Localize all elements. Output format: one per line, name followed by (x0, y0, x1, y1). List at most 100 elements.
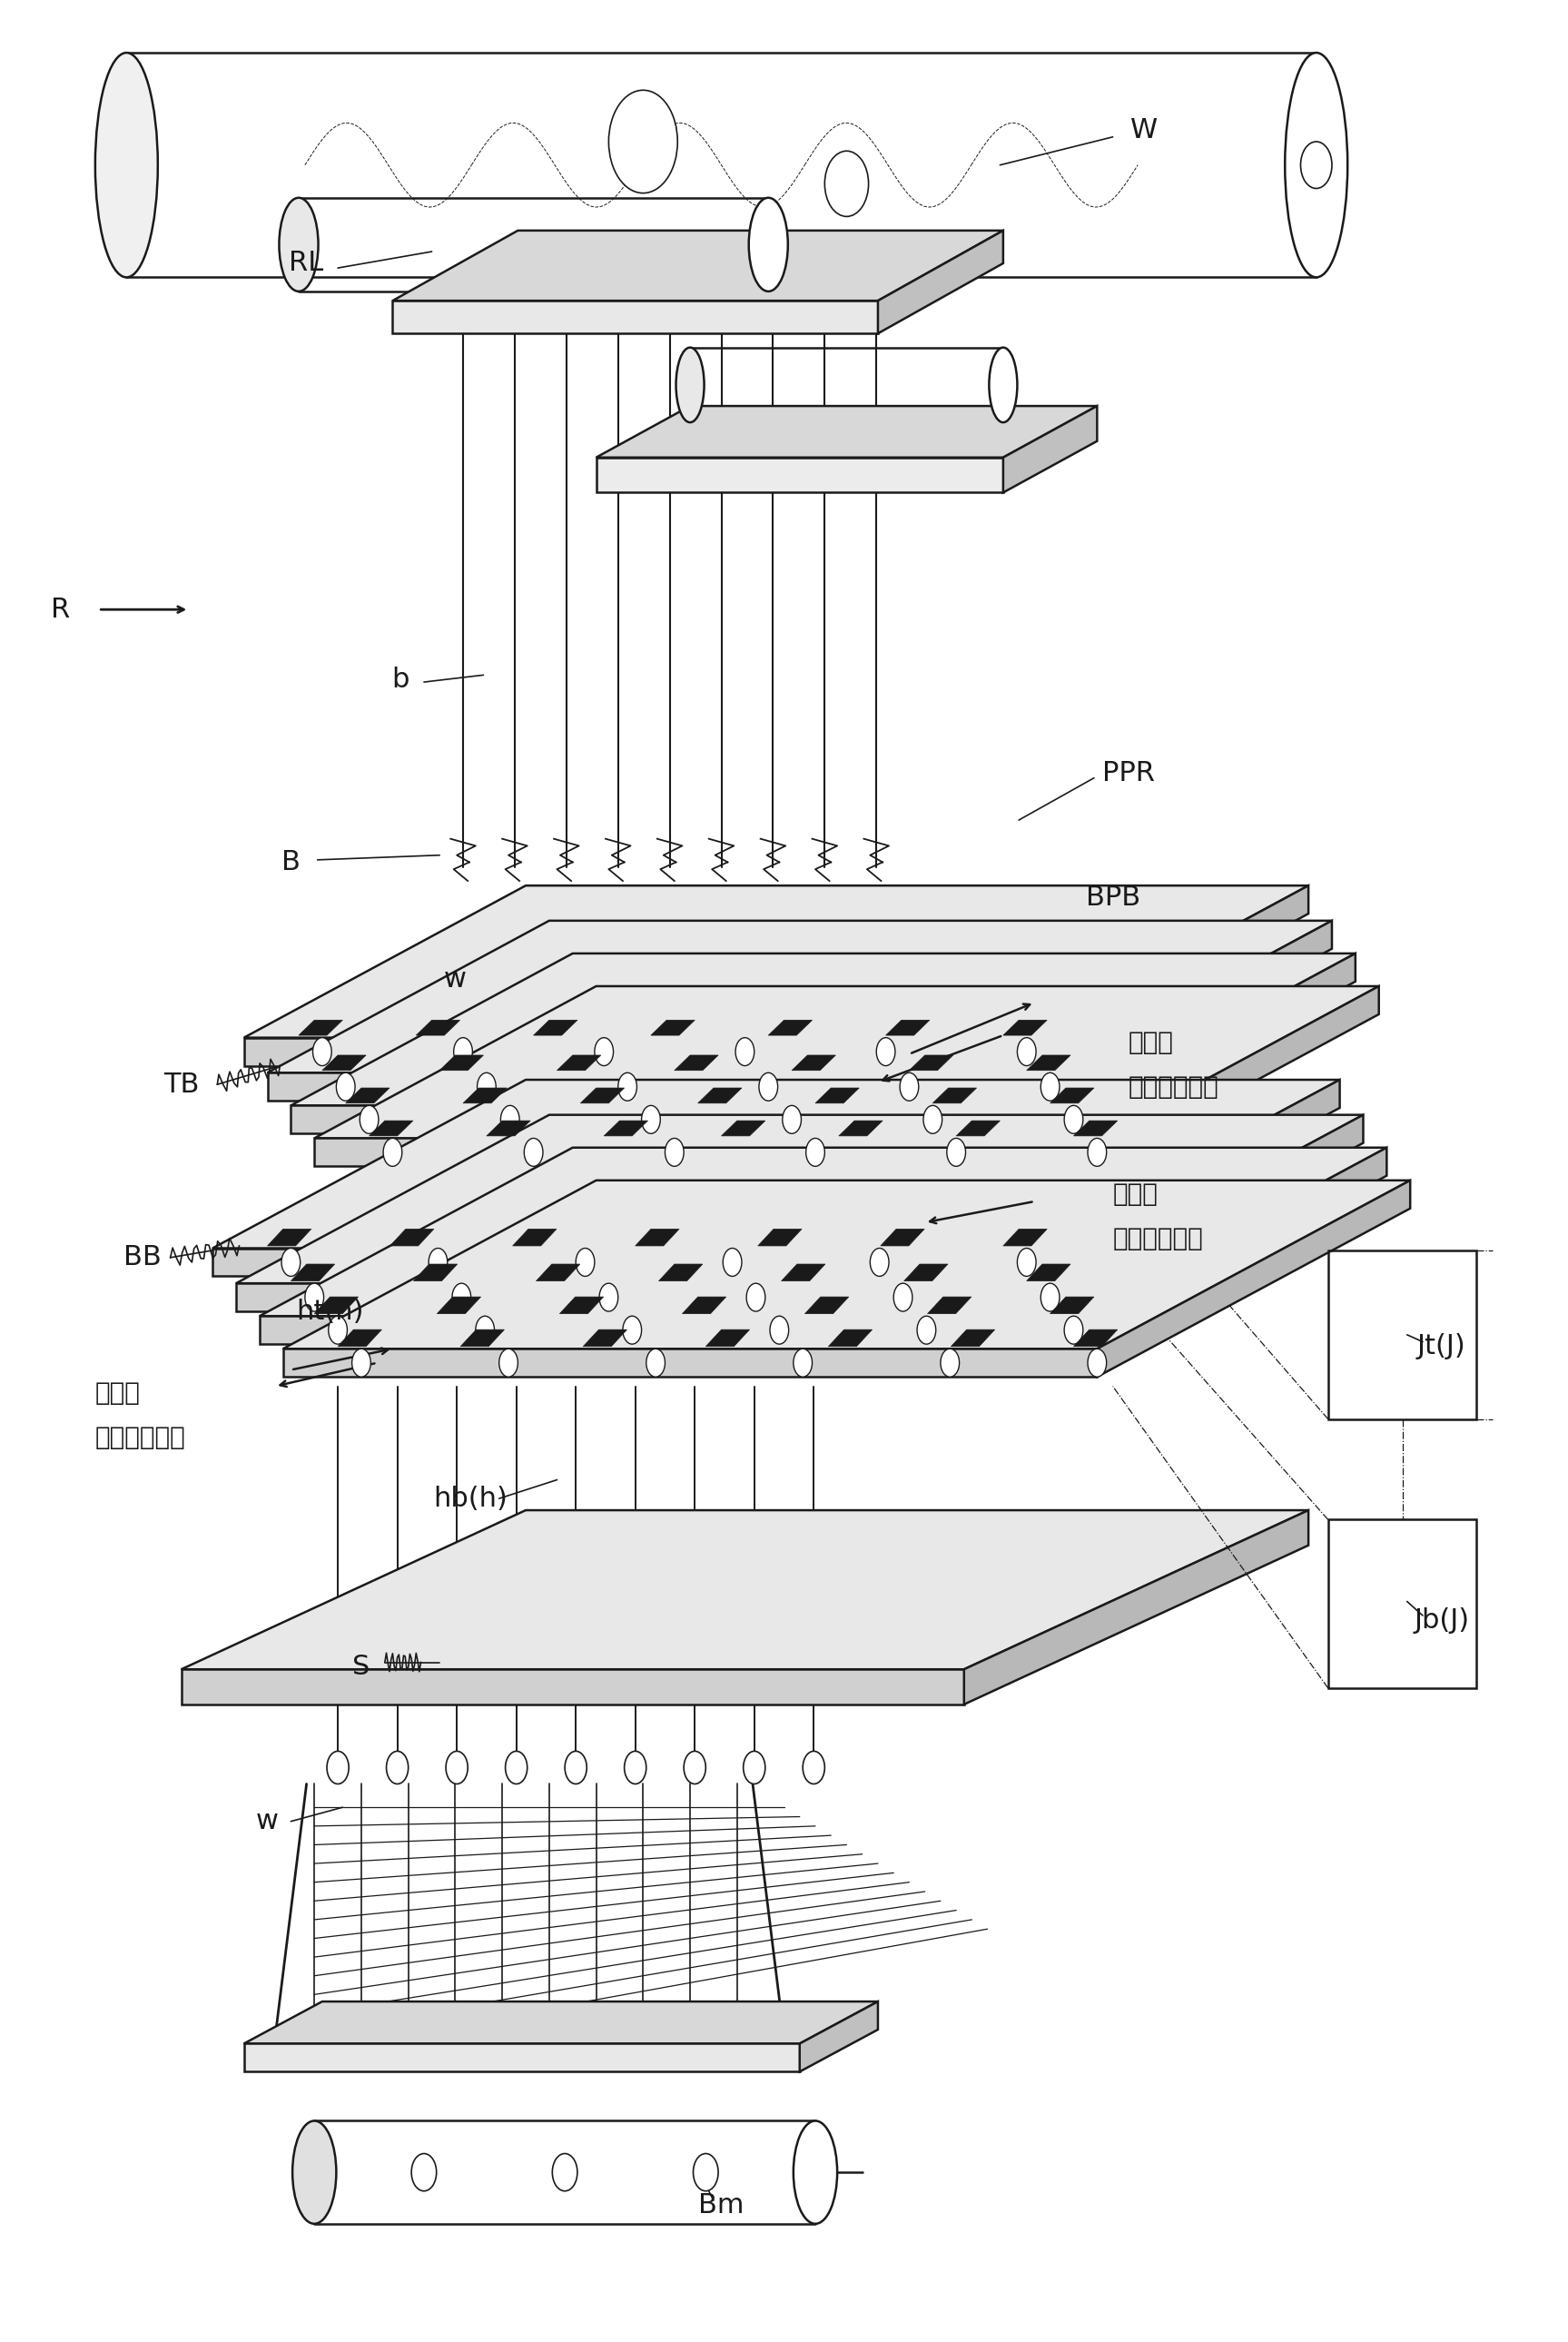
Polygon shape (583, 1330, 627, 1347)
Ellipse shape (293, 2122, 336, 2225)
Circle shape (665, 1138, 684, 1166)
Circle shape (594, 1038, 613, 1066)
Circle shape (877, 1038, 895, 1066)
Polygon shape (292, 953, 1355, 1105)
Polygon shape (828, 1330, 872, 1347)
Polygon shape (392, 300, 878, 333)
Circle shape (452, 1283, 470, 1312)
Circle shape (1041, 1283, 1060, 1312)
Polygon shape (1027, 1265, 1071, 1281)
Circle shape (870, 1248, 889, 1276)
Polygon shape (416, 1021, 459, 1035)
Polygon shape (245, 2002, 878, 2045)
Circle shape (552, 2155, 577, 2192)
Ellipse shape (989, 347, 1018, 422)
Circle shape (900, 1073, 919, 1101)
Polygon shape (1074, 953, 1355, 1134)
Circle shape (383, 1138, 401, 1166)
Circle shape (641, 1105, 660, 1134)
Text: Bm: Bm (698, 2192, 745, 2218)
Circle shape (477, 1073, 495, 1101)
Text: 左右移动方向: 左右移动方向 (96, 1424, 185, 1450)
Polygon shape (292, 1105, 1074, 1134)
Polygon shape (314, 1138, 1098, 1166)
Circle shape (743, 1752, 765, 1785)
Polygon shape (536, 1265, 580, 1281)
Circle shape (941, 1349, 960, 1377)
Polygon shape (461, 1330, 505, 1347)
Polygon shape (964, 1511, 1308, 1705)
Circle shape (500, 1105, 519, 1134)
Ellipse shape (96, 54, 158, 276)
Circle shape (453, 1038, 472, 1066)
Polygon shape (909, 1056, 953, 1070)
Text: RL: RL (289, 251, 325, 276)
Circle shape (328, 1316, 347, 1344)
Circle shape (359, 1105, 378, 1134)
Circle shape (1018, 1038, 1036, 1066)
Polygon shape (486, 1122, 530, 1136)
Polygon shape (878, 230, 1004, 333)
Text: B: B (281, 850, 301, 876)
Circle shape (599, 1283, 618, 1312)
Circle shape (684, 1752, 706, 1785)
Polygon shape (604, 1122, 648, 1136)
Polygon shape (706, 1330, 750, 1347)
Circle shape (825, 150, 869, 215)
Polygon shape (651, 1021, 695, 1035)
Polygon shape (392, 230, 1004, 300)
Polygon shape (1027, 1056, 1071, 1070)
Polygon shape (284, 1180, 1410, 1349)
Text: TB: TB (163, 1070, 199, 1098)
Ellipse shape (279, 197, 318, 290)
Polygon shape (1098, 986, 1378, 1166)
Polygon shape (268, 1230, 310, 1246)
Polygon shape (284, 1349, 1098, 1377)
Circle shape (806, 1138, 825, 1166)
Polygon shape (245, 1038, 1027, 1066)
Polygon shape (1004, 405, 1098, 492)
Circle shape (1018, 1248, 1036, 1276)
Polygon shape (245, 885, 1308, 1038)
Polygon shape (439, 1056, 483, 1070)
Circle shape (524, 1138, 543, 1166)
Polygon shape (905, 1265, 947, 1281)
Ellipse shape (676, 347, 704, 422)
Circle shape (624, 1752, 646, 1785)
Text: ht(h): ht(h) (296, 1297, 364, 1326)
Circle shape (746, 1283, 765, 1312)
Polygon shape (321, 1056, 365, 1070)
Circle shape (326, 1752, 348, 1785)
Polygon shape (659, 1265, 702, 1281)
Polygon shape (1051, 1115, 1363, 1312)
Polygon shape (933, 1089, 977, 1103)
Polygon shape (414, 1265, 458, 1281)
Polygon shape (513, 1230, 557, 1246)
Polygon shape (1027, 1080, 1339, 1276)
Polygon shape (1004, 1021, 1047, 1035)
Polygon shape (463, 1089, 506, 1103)
Circle shape (618, 1073, 637, 1101)
Polygon shape (674, 1056, 718, 1070)
Polygon shape (345, 1089, 389, 1103)
Polygon shape (1027, 885, 1308, 1066)
Circle shape (894, 1283, 913, 1312)
Circle shape (947, 1138, 966, 1166)
Polygon shape (182, 1511, 1308, 1670)
Polygon shape (1051, 1297, 1094, 1314)
Polygon shape (260, 1316, 1074, 1344)
Circle shape (351, 1349, 370, 1377)
Circle shape (770, 1316, 789, 1344)
Circle shape (1065, 1316, 1083, 1344)
Circle shape (793, 1349, 812, 1377)
Polygon shape (792, 1056, 836, 1070)
Circle shape (411, 2155, 436, 2192)
Circle shape (312, 1038, 331, 1066)
Circle shape (1088, 1349, 1107, 1377)
Circle shape (924, 1105, 942, 1134)
Ellipse shape (1284, 54, 1347, 276)
Circle shape (608, 89, 677, 192)
Circle shape (445, 1752, 467, 1785)
Circle shape (428, 1248, 447, 1276)
Polygon shape (213, 1248, 1027, 1276)
